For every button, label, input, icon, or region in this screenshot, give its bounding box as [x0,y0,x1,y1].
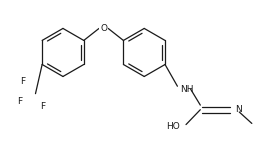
Text: F: F [17,97,22,106]
Text: F: F [20,77,26,86]
Text: F: F [40,102,45,111]
Text: O: O [100,24,107,33]
Text: HO: HO [167,122,180,131]
Text: NH: NH [180,85,194,94]
Text: N: N [235,105,241,114]
